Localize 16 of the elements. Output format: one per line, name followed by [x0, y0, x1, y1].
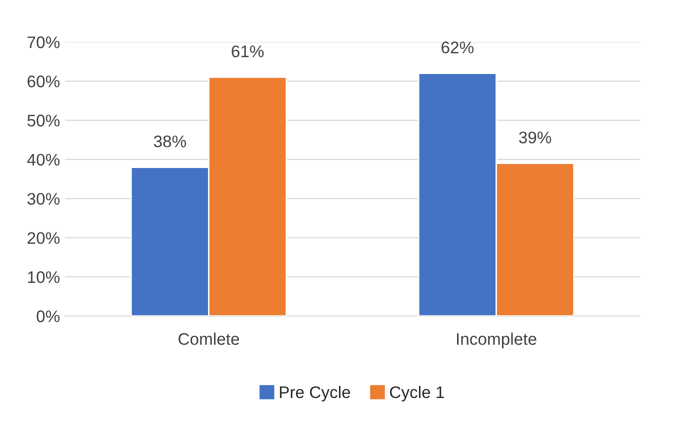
y-tick-label: 40% — [27, 154, 60, 166]
y-tick-label: 30% — [27, 192, 60, 205]
data-label: 61% — [232, 45, 264, 58]
data-label: 62% — [442, 42, 474, 54]
y-tick-label: 50% — [27, 114, 60, 126]
x-tick-label: Incomplete — [457, 332, 536, 348]
legend-label: Pre Cycle — [280, 386, 350, 402]
y-tick-label: 70% — [28, 36, 60, 48]
data-label: 38% — [154, 135, 186, 148]
y-tick-label: 20% — [28, 232, 60, 244]
x-tick-label: Comlete — [178, 332, 240, 345]
y-tick-label: 10% — [28, 271, 60, 284]
data-label: 39% — [519, 132, 552, 144]
y-tick-label: 0% — [36, 310, 60, 322]
y-tick-label: 60% — [28, 76, 60, 88]
legend-label: Cycle 1 — [390, 386, 444, 402]
